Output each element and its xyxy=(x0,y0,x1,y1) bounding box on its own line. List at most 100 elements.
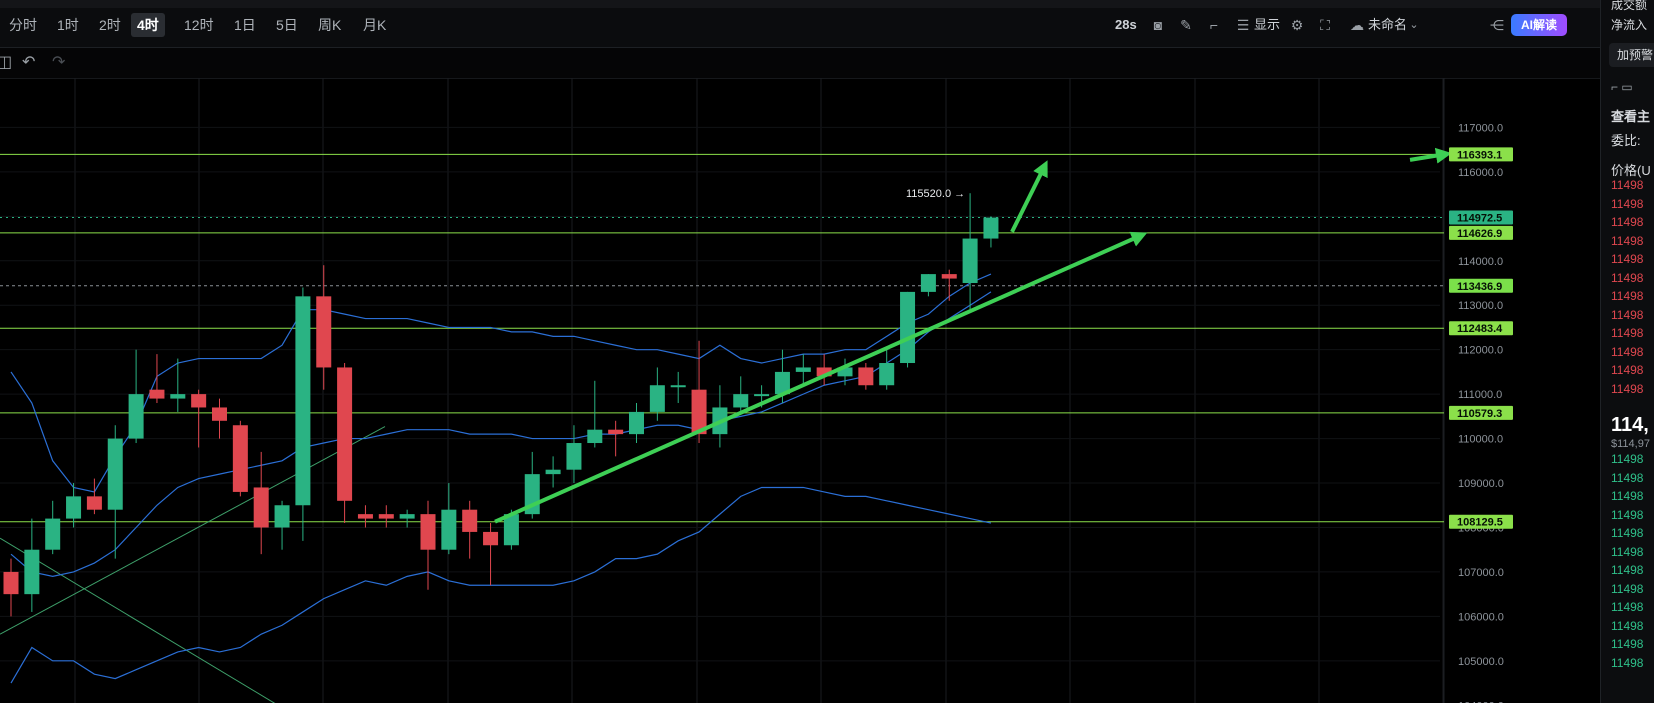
price-tick-label: 106000.0 xyxy=(1458,611,1504,623)
chart-topbar: 分时 1时 2时 4时 12时 1日 5日 周K 月K 28s ◙ ✎ ⌐ ☰ 显示 ⚙ ⛶ ☁… xyxy=(0,0,1600,48)
breakout-arrow xyxy=(1010,160,1048,233)
ask-price: 11498 xyxy=(1611,178,1644,192)
bid-price: 11498 xyxy=(1611,618,1644,633)
bid-price: 11498 xyxy=(1611,544,1644,559)
camera-icon[interactable]: ◙ xyxy=(1153,17,1163,33)
tab-timeframe-1[interactable]: 1时 xyxy=(57,17,79,33)
tab-timeframe-6[interactable]: 5日 xyxy=(276,17,298,33)
price-tick-label: 113000.0 xyxy=(1458,300,1503,312)
candle-body xyxy=(587,429,603,444)
candle-body xyxy=(629,411,644,435)
candle-body xyxy=(733,394,749,408)
view-main-label[interactable]: 查看主 xyxy=(1611,109,1651,124)
candle-body xyxy=(983,217,999,239)
candle-body xyxy=(920,274,936,292)
candle-body xyxy=(212,407,227,421)
candle-body xyxy=(670,385,686,388)
candle-body xyxy=(420,514,436,550)
price-tick-label: 112000.0 xyxy=(1458,345,1503,357)
price-level-tag-label: 112483.4 xyxy=(1457,323,1503,335)
ask-price: 11498 xyxy=(1611,196,1644,211)
ratio-label: 委比: xyxy=(1611,133,1641,148)
cloud-icon: ☁ xyxy=(1350,17,1364,33)
ask-price: 11498 xyxy=(1611,289,1644,303)
candle-body xyxy=(191,394,207,408)
tool-icon[interactable]: ◫ xyxy=(0,54,13,71)
tab-timeframe-0[interactable]: 分时 xyxy=(9,17,37,33)
candle-body xyxy=(566,443,582,470)
bid-price: 11498 xyxy=(1611,581,1644,596)
tab-timeframe-8[interactable]: 月K xyxy=(363,17,387,33)
add-alert-button[interactable]: 加预警 xyxy=(1609,43,1654,67)
candle-body xyxy=(816,367,832,377)
candle-body xyxy=(795,367,811,372)
crop-icon[interactable]: ⌐ xyxy=(1209,17,1219,33)
candle-body xyxy=(45,518,61,550)
ask-price: 11498 xyxy=(1611,270,1644,285)
ai-interpret-button[interactable]: AI解读 xyxy=(1511,14,1567,36)
tab-timeframe-5[interactable]: 1日 xyxy=(234,17,256,33)
candle-body xyxy=(545,469,561,475)
list-icon[interactable]: ☰ xyxy=(1236,17,1250,33)
candle-body xyxy=(170,394,186,399)
bid-price: 11498 xyxy=(1611,470,1644,485)
candle-body xyxy=(24,549,40,595)
top-strip xyxy=(0,0,1600,8)
undo-icon[interactable]: ↶ xyxy=(22,54,36,71)
price-tick-label: 110000.0 xyxy=(1458,434,1503,446)
tab-timeframe-7[interactable]: 周K xyxy=(318,17,342,33)
candle-body xyxy=(86,496,102,510)
price-tick-label: 105000.0 xyxy=(1458,656,1504,668)
candle-body xyxy=(107,438,123,510)
ask-price: 11498 xyxy=(1611,215,1644,229)
display-menu[interactable]: 显示 xyxy=(1254,17,1281,32)
price-tick-label: 116000.0 xyxy=(1458,167,1503,179)
ask-price: 11498 xyxy=(1611,381,1644,396)
candle-body xyxy=(754,394,770,397)
bid-price: 11498 xyxy=(1611,637,1644,651)
last-price: 114, xyxy=(1611,414,1649,436)
last-price-usd: $114,97 xyxy=(1611,438,1650,450)
fullscreen-icon[interactable]: ⛶ xyxy=(1320,17,1330,33)
candle-body xyxy=(774,371,790,395)
candle-body xyxy=(441,509,457,550)
layout-name-dropdown[interactable]: 未命名 xyxy=(1368,17,1408,32)
trend-line-thin xyxy=(0,426,386,635)
tab-timeframe-2[interactable]: 2时 xyxy=(99,17,121,33)
price-level-tag xyxy=(1449,405,1513,420)
price-level-tag xyxy=(1449,147,1513,162)
price-level-tag xyxy=(1449,278,1513,293)
price-level-tag-label: 114626.9 xyxy=(1457,228,1502,240)
price-tick-label: 109000.0 xyxy=(1458,478,1504,490)
price-tick-label: 104000.0 xyxy=(1458,700,1504,703)
price-level-tag xyxy=(1449,225,1513,240)
bollinger-lower xyxy=(10,486,992,684)
candle-body xyxy=(608,429,624,435)
bid-price: 11498 xyxy=(1611,452,1644,466)
level-arrow xyxy=(1409,147,1452,164)
candlestick-chart[interactable]: 115520.0 →117000.0116000.0115000.0114000… xyxy=(0,78,1600,703)
ask-price: 11498 xyxy=(1611,252,1644,266)
candle-body xyxy=(316,296,332,368)
bid-price: 11498 xyxy=(1611,563,1644,577)
candle-body xyxy=(357,514,373,519)
redo-icon[interactable]: ↷ xyxy=(52,54,66,71)
price-level-tag-label: 110579.3 xyxy=(1457,408,1502,420)
price-tick-label: 107000.0 xyxy=(1458,567,1504,579)
share-icon[interactable]: ⋲ xyxy=(1490,17,1504,33)
price-level-tag xyxy=(1449,321,1513,336)
tab-timeframe-3[interactable]: 4时 xyxy=(131,13,165,37)
candle-body xyxy=(879,363,895,386)
settings-icon[interactable]: ⚙ xyxy=(1290,17,1304,33)
tab-timeframe-4[interactable]: 12时 xyxy=(184,17,214,33)
panel-tool-icon[interactable]: ⌐ ▭ xyxy=(1611,80,1633,94)
candle-body xyxy=(649,385,665,412)
price-tick-label: 117000.0 xyxy=(1458,122,1503,134)
candle-body xyxy=(149,389,165,399)
candle-body xyxy=(274,505,290,528)
pencil-icon[interactable]: ✎ xyxy=(1180,17,1192,33)
trend-arrow-up xyxy=(494,231,1148,524)
ask-price: 11498 xyxy=(1611,363,1644,377)
candle-body xyxy=(378,514,394,519)
chevron-down-icon[interactable]: ⌄ xyxy=(1409,19,1419,31)
